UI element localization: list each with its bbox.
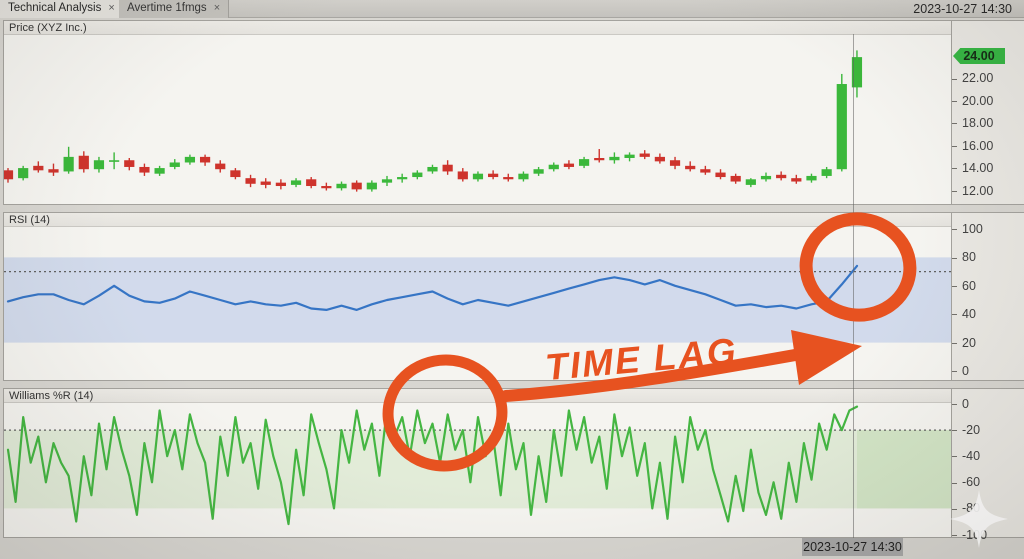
axis-tick-label: -60 <box>952 475 980 489</box>
price-y-axis: 24.00 22.00 20.00 18.00 16.00 14.00 12.00 <box>952 20 1024 205</box>
axis-tick-label: 14.00 <box>952 161 993 175</box>
tab-bar: Technical Analysis × Avertime 1fmgs × 2023… <box>0 0 1024 18</box>
close-icon[interactable]: × <box>213 2 221 14</box>
axis-tick-label: -100 <box>952 528 987 542</box>
crosshair-time-badge: 2023-10-27 14:30 <box>802 538 903 556</box>
tab-technical-analysis[interactable]: Technical Analysis × <box>0 0 124 18</box>
axis-tick-label: 40 <box>952 307 976 321</box>
williams-r-panel: Williams %R (14) <box>3 388 952 538</box>
price-panel: Price (XYZ Inc.) <box>3 20 952 205</box>
rsi-panel: RSI (14) <box>3 212 952 381</box>
rsi-chart[interactable] <box>4 227 951 380</box>
axis-tick-label: 100 <box>952 222 983 236</box>
axis-tick-label: 0 <box>952 397 969 411</box>
axis-tick-label: 18.00 <box>952 116 993 130</box>
tab-label: Technical Analysis <box>8 2 102 14</box>
rsi-y-axis: 100 80 60 40 20 0 <box>952 212 1024 381</box>
price-panel-title: Price (XYZ Inc.) <box>4 21 951 35</box>
close-icon[interactable]: × <box>108 2 115 14</box>
axis-tick-label: 0 <box>952 364 969 378</box>
tab-label: Avertime 1fmgs <box>127 2 207 14</box>
crosshair-line <box>853 34 854 538</box>
axis-tick-label: 12.00 <box>952 184 993 198</box>
tab-avertime[interactable]: Avertime 1fmgs × <box>119 0 230 18</box>
rsi-panel-title: RSI (14) <box>4 213 951 227</box>
williams-r-panel-title: Williams %R (14) <box>4 389 951 403</box>
axis-tick-label: -20 <box>952 423 980 437</box>
last-price-badge: 24.00 <box>953 48 1005 64</box>
axis-tick-label: -40 <box>952 449 980 463</box>
axis-tick-label: 20.00 <box>952 94 993 108</box>
axis-tick-label: 16.00 <box>952 139 993 153</box>
williams-r-y-axis: 0 -20 -40 -60 -80 -100 <box>952 388 1024 542</box>
header-timestamp: 2023-10-27 14:30 <box>913 2 1012 16</box>
axis-tick-label: -80 <box>952 501 980 515</box>
price-chart[interactable] <box>4 35 951 204</box>
axis-tick-label: 20 <box>952 336 976 350</box>
axis-tick-label: 60 <box>952 279 976 293</box>
axis-tick-label: 80 <box>952 250 976 264</box>
williams-r-chart[interactable] <box>4 403 951 537</box>
axis-tick-label: 22.00 <box>952 71 993 85</box>
